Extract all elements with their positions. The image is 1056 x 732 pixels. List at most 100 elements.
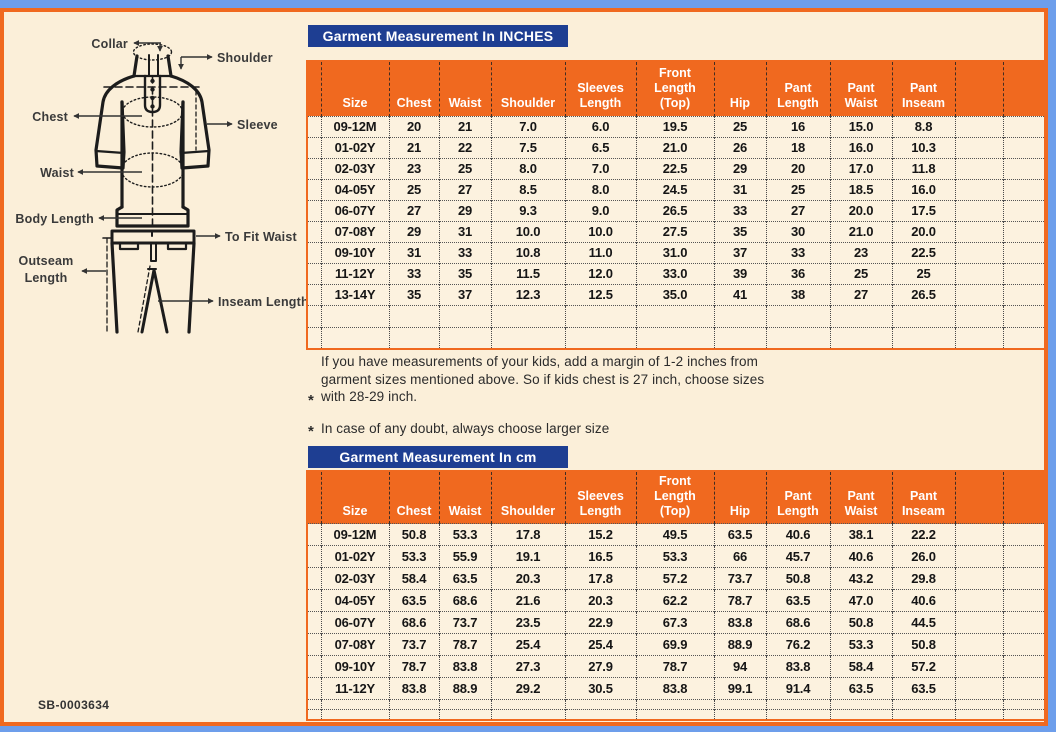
column-header [955,471,1004,524]
table-cell: 58.4 [830,655,893,678]
table-cell [321,709,390,720]
table-row: 09-12M 50.8 53.3 17.8 15.2 49.5 63.5 40.6 38.1 22… [307,523,1044,546]
table-cell: 30.5 [565,677,637,700]
table-cell: 16 [766,115,831,137]
table-cell: 63.5 [439,567,492,590]
table-cell [1003,220,1044,242]
table-cell: 25 [714,115,767,137]
table-cell: 33 [439,241,492,263]
table-cell [307,241,322,263]
column-header: Chest [389,61,440,116]
table-cell [491,699,566,710]
column-header [1003,471,1044,524]
table-cell: 27 [766,199,831,221]
table-cell: 09-12M [321,523,390,546]
table-cell [389,304,440,327]
table-cell: 22.5 [892,241,956,263]
table-cell [389,709,440,720]
table-cell [1003,699,1044,710]
table-cell [307,523,322,546]
table-cell: 53.3 [636,545,715,568]
table-cell: 27.9 [565,655,637,678]
table-cell: 40.6 [830,545,893,568]
table-cell [1003,567,1044,590]
table-cell: 6.0 [565,115,637,137]
table-cell: 78.7 [714,589,767,612]
column-header: Sleeves Length [565,471,637,524]
table-cell: 16.5 [565,545,637,568]
table-cell [1003,545,1044,568]
table-cell: 25 [389,178,440,200]
table-cell [389,326,440,349]
table-cell: 7.0 [565,157,637,179]
table-row [307,326,1044,349]
table-cell [955,589,1004,612]
table-cell: 68.6 [389,611,440,634]
notes: * If you have measurements of your kids,… [308,353,776,446]
diagram-label-waist: Waist [40,166,74,180]
table-cell [307,283,322,305]
table-cell: 31 [389,241,440,263]
header-row: Size Chest Waist Shoulder Sleeves Length Fron… [307,471,1044,524]
table-cell: 21 [439,115,492,137]
diagram-label-sleeve: Sleeve [237,118,278,132]
table-cell [307,136,322,158]
table-cell: 20.3 [491,567,566,590]
column-header: Hip [714,471,767,524]
table-cell [955,567,1004,590]
column-header [307,61,322,116]
column-header: Size [321,61,390,116]
table-cell [307,304,322,327]
table-cell [1003,178,1044,200]
table-cell [830,709,893,720]
table-cell: 50.8 [892,633,956,656]
column-header: Pant Waist [830,61,893,116]
table-cell: 68.6 [766,611,831,634]
table-cell: 12.5 [565,283,637,305]
note: * If you have measurements of your kids,… [308,353,776,408]
table-cell: 58.4 [389,567,440,590]
table-cell: 63.5 [892,677,956,700]
table-cell: 33 [714,199,767,221]
table-cell [955,283,1004,305]
table-cell: 53.3 [439,523,492,546]
table-cell: 26.0 [892,545,956,568]
table-cell [1003,136,1044,158]
table-cell: 41 [714,283,767,305]
table-cell: 31 [714,178,767,200]
table-cell: 50.8 [389,523,440,546]
table-cell [714,699,767,710]
table-cell: 29 [389,220,440,242]
table-cell [892,699,956,710]
table-row: 01-02Y 53.3 55.9 19.1 16.5 53.3 66 45.7 40.6 26.0 [307,545,1044,568]
table-cell: 25 [830,262,893,284]
table-cell: 44.5 [892,611,956,634]
table-cell: 17.5 [892,199,956,221]
table-cell: 11-12Y [321,262,390,284]
column-header [1003,61,1044,116]
table-cell: 29 [439,199,492,221]
table-cell [955,157,1004,179]
table-cell [307,545,322,568]
table-cell [830,699,893,710]
table-cell: 40.6 [892,589,956,612]
table-cell [830,326,893,349]
table-cell [766,709,831,720]
table-cell [439,326,492,349]
label-arrows [73,40,233,304]
table-cell: 8.0 [491,157,566,179]
table-cell [565,709,637,720]
table-cell [307,220,322,242]
table-cell [321,304,390,327]
table-cell: 73.7 [714,567,767,590]
table-cell: 7.5 [491,136,566,158]
sku-code: SB-0003634 [38,698,110,712]
diagram-label-body-length: Body Length [15,212,94,226]
diagram-label-outseam-length: Outseam Length [18,254,74,285]
table-cell: 67.3 [636,611,715,634]
table-cell [1003,589,1044,612]
table-cell [955,262,1004,284]
table-cell: 12.3 [491,283,566,305]
table-cell: 99.1 [714,677,767,700]
table-cell: 20 [389,115,440,137]
